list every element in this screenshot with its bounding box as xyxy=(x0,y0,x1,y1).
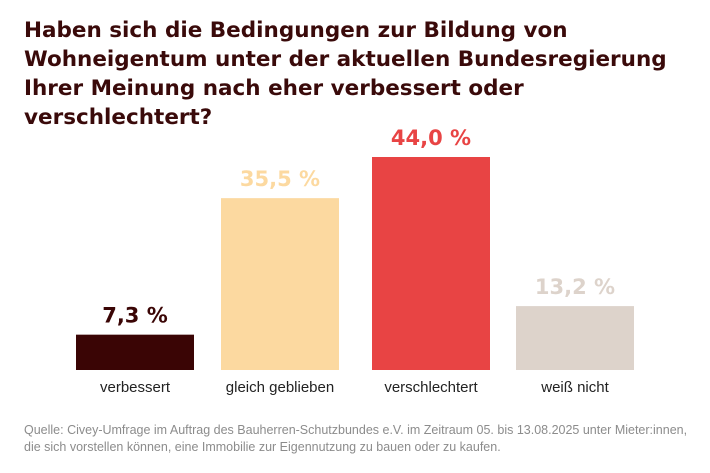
category-label-2: verschlechtert xyxy=(384,379,478,396)
bar-1 xyxy=(221,198,339,370)
category-label-0: verbessert xyxy=(100,379,171,396)
chart-title: Haben sich die Bedingungen zur Bildung v… xyxy=(24,18,667,130)
bar-2 xyxy=(372,157,490,370)
value-label-2: 44,0 % xyxy=(391,126,471,150)
category-label-3: weiß nicht xyxy=(540,379,609,396)
bar-0 xyxy=(76,334,194,370)
category-label-1: gleich geblieben xyxy=(226,379,334,396)
value-label-0: 7,3 % xyxy=(102,304,168,328)
bar-chart: 7,3 % verbessert 35,5 % gleich geblieben 44,… xyxy=(76,126,634,396)
bar-3 xyxy=(516,306,634,370)
source-note: Quelle: Civey-Umfrage im Auftrag des Bau… xyxy=(24,423,688,454)
value-label-3: 13,2 % xyxy=(535,275,615,299)
value-label-1: 35,5 % xyxy=(240,167,320,191)
